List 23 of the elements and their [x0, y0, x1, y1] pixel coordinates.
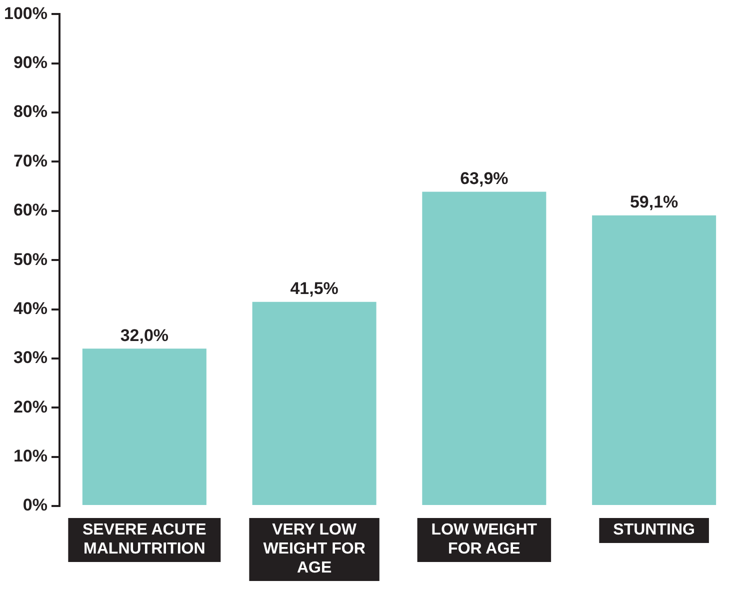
data-label: 41,5% [290, 279, 338, 298]
y-tick-label: 90% [13, 53, 48, 72]
bar [422, 192, 546, 505]
y-tick-label: 20% [13, 397, 48, 416]
y-tick-label: 0% [22, 496, 48, 515]
y-tick-label: 60% [13, 200, 48, 220]
y-tick-label: 40% [13, 298, 48, 318]
y-tick-label: 80% [13, 102, 48, 122]
y-tick-label: 30% [13, 348, 48, 368]
bar [592, 215, 716, 505]
data-label: 32,0% [120, 326, 169, 345]
y-tick-label: 50% [13, 250, 48, 269]
bar [82, 348, 206, 505]
data-label: 59,1% [630, 192, 678, 212]
x-tick-label: SEVERE ACUTE MALNUTRITION [82, 521, 207, 558]
bar [252, 302, 376, 505]
x-tick-label: VERY LOW WEIGHT FOR AGE [263, 521, 366, 576]
x-tick-label: LOW WEIGHT FOR AGE [431, 521, 538, 558]
x-tick-label: STUNTING [613, 521, 695, 538]
y-tick-label: 100% [4, 4, 48, 23]
y-tick-label: 10% [13, 446, 48, 466]
data-label: 63,9% [460, 168, 508, 188]
y-tick-label: 70% [13, 151, 48, 170]
